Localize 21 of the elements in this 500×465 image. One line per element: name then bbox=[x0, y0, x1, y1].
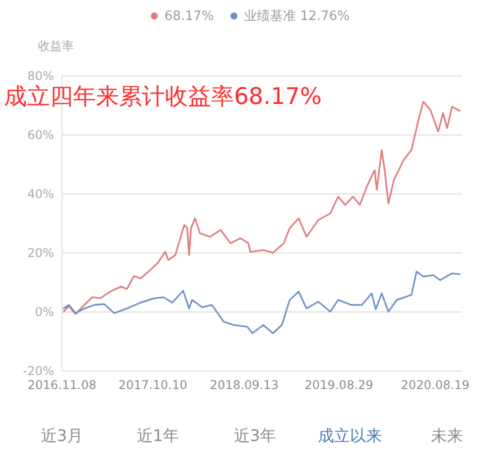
legend-label: 业绩基准 12.76% bbox=[244, 9, 350, 24]
y-tick-label: -20% bbox=[22, 364, 54, 378]
text: 近1年 bbox=[136, 426, 180, 445]
y-tick-label: 80% bbox=[27, 69, 54, 83]
y-axis-title: 收益率 bbox=[38, 39, 74, 53]
text: 未来 bbox=[431, 426, 463, 445]
chart-title: 成立四年来累计收益率68.17% bbox=[4, 84, 322, 110]
x-tick-label: 2018.09.13 bbox=[210, 378, 279, 392]
text: 成立以来 bbox=[318, 426, 382, 445]
text: 近3年 bbox=[234, 426, 276, 445]
line-series bbox=[62, 270, 461, 334]
x-tick-label: 2016.11.08 bbox=[28, 378, 96, 392]
x-tick-label: 2019.08.29 bbox=[304, 378, 374, 392]
y-tick-label: 40% bbox=[27, 187, 54, 201]
x-tick-label: 2020.08.19 bbox=[400, 378, 470, 392]
y-tick-label: 20% bbox=[27, 246, 54, 260]
legend-label: 68.17% bbox=[164, 9, 214, 24]
x-tick-label: 2017.10.10 bbox=[118, 378, 188, 392]
y-tick-label: 60% bbox=[27, 128, 54, 142]
text: 近3月 bbox=[40, 426, 84, 445]
y-tick-label: 0% bbox=[34, 305, 54, 319]
